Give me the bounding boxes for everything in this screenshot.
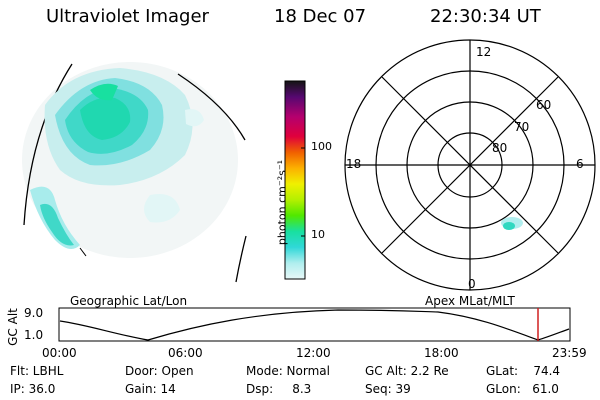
mlt-label-18: 18: [346, 157, 362, 171]
altitude-ytick-1: 1.0: [24, 328, 44, 342]
instrument-title: Ultraviolet Imager: [46, 6, 209, 27]
colorbar-tick-label-10: 10: [311, 228, 325, 241]
mlt-label-6: 6: [576, 157, 584, 171]
info-flt: Flt: LBHL: [10, 364, 64, 378]
observation-date: 18 Dec 07: [274, 6, 367, 27]
polar-plot: [344, 39, 596, 291]
info-gain: Gain: 14: [125, 382, 176, 396]
xtick-0600: 06:00: [168, 346, 203, 360]
lat-label-60: 60: [536, 98, 552, 112]
xtick-0000: 00:00: [42, 346, 77, 360]
limb-arc-bottom-right: [235, 235, 247, 283]
limb-arc-right: [177, 73, 246, 141]
altitude-ylabel: GC Alt: [5, 308, 20, 346]
xtick-2359: 23:59: [552, 346, 587, 360]
auroral-emission: [30, 68, 204, 249]
info-glon: GLon: 61.0: [486, 382, 559, 396]
geographic-label: Geographic Lat/Lon: [70, 294, 188, 308]
polar-emission-spot: [501, 217, 523, 230]
lat-label-70: 70: [514, 120, 530, 134]
info-gc-alt: GC Alt: 2.2 Re: [365, 364, 449, 378]
lat-label-80: 80: [492, 141, 508, 155]
colorbar-tick-label-100: 100: [311, 140, 332, 153]
mlt-label-0: 0: [468, 277, 476, 291]
colorbar: [284, 80, 306, 280]
limb-tick: [79, 247, 87, 257]
polar-diagonal-2: [381, 76, 559, 254]
info-mode: Mode: Normal: [246, 364, 330, 378]
limb-arc-left: [23, 63, 73, 226]
xtick-1200: 12:00: [296, 346, 331, 360]
info-door: Door: Open: [125, 364, 194, 378]
altitude-ytick-9: 9.0: [24, 306, 44, 320]
observation-time: 22:30:34 UT: [430, 6, 541, 27]
altitude-plot-frame: [58, 307, 571, 342]
geographic-uv-image: [22, 62, 247, 283]
colorbar-gradient: [284, 80, 306, 280]
xtick-1800: 18:00: [424, 346, 459, 360]
colorbar-unit-label: photon cm⁻²s⁻¹: [275, 159, 289, 246]
apex-label: Apex MLat/MLT: [425, 294, 515, 308]
altitude-plot: [58, 307, 571, 342]
info-dsp: Dsp: 8.3: [246, 382, 312, 396]
info-seq: Seq: 39: [365, 382, 411, 396]
mlt-label-12: 12: [476, 45, 492, 59]
info-glat: GLat: 74.4: [486, 364, 561, 378]
info-ip: IP: 36.0: [10, 382, 56, 396]
